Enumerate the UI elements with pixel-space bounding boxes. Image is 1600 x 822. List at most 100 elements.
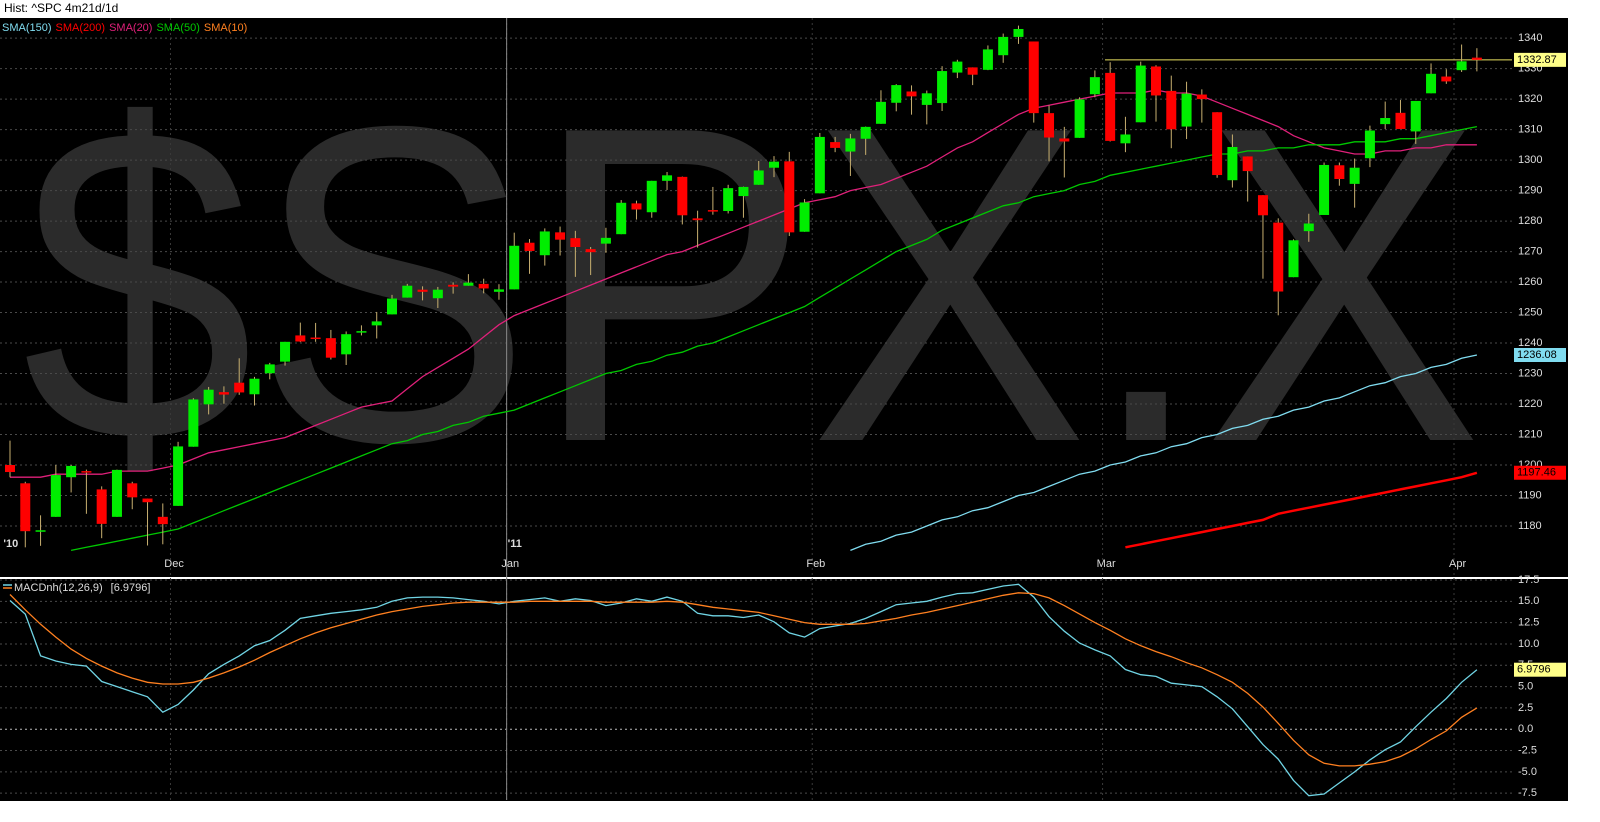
sma-line xyxy=(1125,471,1478,549)
candle-body xyxy=(356,331,367,333)
candle-body xyxy=(1135,65,1146,123)
candle-body xyxy=(1074,99,1085,138)
price-tag-label: 1197.46 xyxy=(1517,467,1556,479)
candle-body xyxy=(280,341,291,362)
candle-body xyxy=(677,176,688,216)
x-tick-label: Jan xyxy=(501,558,519,570)
candle-body xyxy=(1319,164,1330,215)
y-tick-label: 2.5 xyxy=(1518,702,1533,714)
value-tag-label: 6.9796 xyxy=(1517,664,1551,676)
window-title: Hist: ^SPC 4m21d/1d xyxy=(4,1,118,15)
y-tick-label: 10.0 xyxy=(1518,638,1539,650)
y-tick-label: -7.5 xyxy=(1518,787,1537,799)
y-tick-label: 1230 xyxy=(1518,367,1542,379)
price-panel xyxy=(0,18,1568,577)
y-tick-label: 5.0 xyxy=(1518,680,1533,692)
candle-body xyxy=(264,364,275,374)
candle-body xyxy=(1288,240,1299,278)
price-tag xyxy=(1514,347,1566,362)
candle-body xyxy=(906,91,917,97)
y-tick-label: 12.5 xyxy=(1518,617,1539,629)
candle-body xyxy=(1227,146,1238,181)
macd-line xyxy=(9,583,1478,797)
candle-body xyxy=(509,245,520,290)
candle-body xyxy=(875,101,886,124)
candle-body xyxy=(738,186,749,197)
candle-body xyxy=(723,188,734,212)
candle-body xyxy=(814,136,825,194)
x-tick-label: Apr xyxy=(1449,558,1466,570)
candle-body xyxy=(20,483,31,532)
candle-body xyxy=(1303,223,1314,232)
y-tick-label: 1240 xyxy=(1518,337,1542,349)
y-tick-label: 1190 xyxy=(1518,489,1542,501)
year-label: '10 xyxy=(3,538,18,550)
candle-body xyxy=(493,289,504,292)
panel-title: MACDnh(12,26,9) xyxy=(14,582,103,594)
candle-body xyxy=(1166,90,1177,130)
candle-body xyxy=(448,284,459,287)
candle-body xyxy=(692,218,703,221)
candle-body xyxy=(769,161,779,168)
candle-body xyxy=(35,530,46,532)
candle-body xyxy=(1441,76,1452,82)
watermark: $SPX.X xyxy=(22,34,1482,536)
candle-body xyxy=(662,175,673,181)
legend-entry: SMA(10) xyxy=(204,22,247,34)
candle-body xyxy=(784,161,795,233)
candle-body xyxy=(173,446,184,506)
candle-body xyxy=(111,469,122,517)
candle-body xyxy=(1242,156,1253,172)
candle-body xyxy=(1410,100,1421,132)
candle-body xyxy=(1471,57,1482,60)
candle-body xyxy=(1120,134,1131,144)
candle-body xyxy=(967,67,978,75)
candle-body xyxy=(830,142,841,148)
candle-body xyxy=(539,231,550,256)
candle-body xyxy=(402,285,413,298)
candle-body xyxy=(325,338,336,358)
plot-layer: 1180119012001210122012301240125012601270… xyxy=(0,18,1566,800)
candle-body xyxy=(310,337,321,340)
legend-entry: SMA(50) xyxy=(156,22,199,34)
value-tag xyxy=(1514,662,1566,677)
candle-body xyxy=(478,283,489,289)
candle-body xyxy=(5,465,15,473)
sma-line xyxy=(10,89,1477,478)
candle-body xyxy=(1089,77,1100,95)
candle-body xyxy=(1181,93,1192,127)
candle-body xyxy=(417,289,428,292)
candle-body xyxy=(188,399,199,447)
candle-body xyxy=(998,36,1009,56)
candle-body xyxy=(157,516,168,525)
legend-entry: SMA(200) xyxy=(56,22,106,34)
sma-line xyxy=(70,125,1478,552)
candle-body xyxy=(1334,165,1345,179)
candle-body xyxy=(1105,72,1116,141)
y-tick-label: 15.0 xyxy=(1518,595,1539,607)
candle-body xyxy=(646,180,657,213)
legend-entry: SMA(20) xyxy=(109,22,152,34)
x-tick-label: Feb xyxy=(806,558,825,570)
macd-panel xyxy=(0,579,1568,801)
y-tick-label: 1310 xyxy=(1518,124,1542,136)
candle-body xyxy=(1380,118,1391,125)
candle-body xyxy=(707,210,718,212)
candle-body xyxy=(81,471,92,473)
price-tag xyxy=(1514,465,1566,480)
y-tick-label: 0.0 xyxy=(1518,723,1533,735)
sma-line xyxy=(850,354,1478,552)
candle-body xyxy=(1013,28,1024,37)
candle-body xyxy=(937,71,948,104)
y-tick-label: 1250 xyxy=(1518,306,1542,318)
y-tick-label: 1300 xyxy=(1518,154,1542,166)
y-tick-label: 1180 xyxy=(1518,520,1542,532)
candle-body xyxy=(127,483,138,498)
candle-body xyxy=(1028,41,1039,114)
candle-body xyxy=(555,232,566,240)
y-tick-label: 1320 xyxy=(1518,93,1542,105)
candle-body xyxy=(921,93,932,105)
candle-body xyxy=(234,382,245,393)
